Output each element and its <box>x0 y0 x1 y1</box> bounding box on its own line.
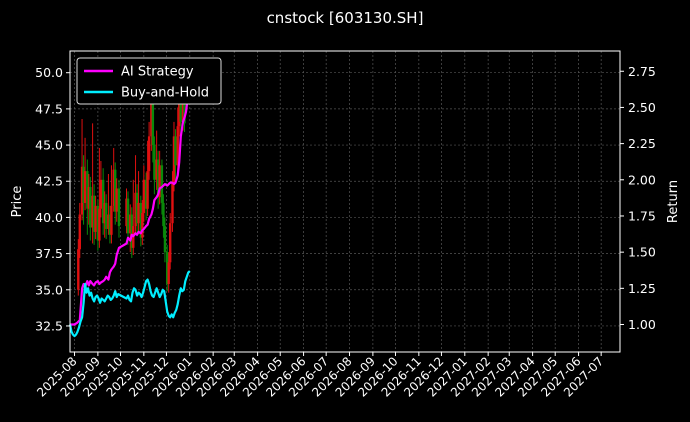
candle-body <box>126 198 130 234</box>
candle-body <box>151 97 155 146</box>
candle-body <box>163 226 167 253</box>
y-left-tick-label: 40.0 <box>35 210 63 225</box>
candle-body <box>174 136 177 166</box>
candle-body <box>155 159 158 180</box>
candle-body <box>92 195 96 232</box>
candle-body <box>153 145 156 180</box>
candle-body <box>99 179 103 209</box>
y-left-tick-label: 35.0 <box>35 282 63 297</box>
candle-body <box>103 202 106 224</box>
candle-body <box>110 205 113 235</box>
candle-body <box>144 179 148 209</box>
y-left-tick-label: 42.5 <box>35 174 63 189</box>
candle-body <box>135 192 139 224</box>
candle-body <box>181 97 185 122</box>
y-right-tick-label: 2.25 <box>628 136 656 151</box>
candle-body <box>107 214 110 229</box>
candle-body <box>156 159 160 198</box>
candle-body <box>172 136 176 183</box>
y-axis-right-label: Return <box>666 180 681 223</box>
candle-body <box>101 179 105 224</box>
candle-body <box>125 198 128 227</box>
candle-body <box>141 213 144 238</box>
candle-body <box>77 249 80 290</box>
candle-body <box>165 252 169 284</box>
candle-body <box>139 202 143 238</box>
candle-body <box>129 214 132 234</box>
candle-body <box>78 214 81 250</box>
candle-body <box>150 97 153 137</box>
y-axis-left-label: Price <box>10 186 25 218</box>
series-lines <box>68 100 191 338</box>
candle-body <box>98 208 101 241</box>
y-right-tick-label: 2.75 <box>628 64 656 79</box>
candle-body <box>137 202 140 224</box>
candle-body <box>89 187 92 228</box>
candle-body <box>83 171 87 203</box>
candle-body <box>80 166 84 215</box>
candle-body <box>114 169 117 212</box>
candle-body <box>96 205 100 241</box>
plot-frame <box>69 50 621 353</box>
y-right-tick-label: 2.00 <box>628 172 656 187</box>
candle-body <box>162 202 165 227</box>
candle-body <box>130 214 133 248</box>
y-axis-left: 32.5 35.0 37.5 40.0 42.5 45.0 47.5 50.0 <box>35 65 70 333</box>
legend: AI Strategy Buy-and-Hold <box>76 57 222 105</box>
y-right-tick-label: 1.00 <box>628 317 656 332</box>
y-left-tick-label: 37.5 <box>35 246 63 261</box>
y-axis-right: 1.00 1.25 1.50 1.75 2.00 2.25 2.50 2.75 <box>620 64 656 332</box>
candle-body <box>115 188 118 212</box>
candle-body <box>117 188 121 227</box>
candle-body <box>94 205 97 232</box>
y-right-tick-label: 1.25 <box>628 281 656 296</box>
candle-body <box>167 262 170 284</box>
y-left-tick-label: 50.0 <box>35 65 63 80</box>
candle-body <box>146 171 149 209</box>
candle-body <box>91 195 94 228</box>
candle-body <box>104 202 108 229</box>
y-right-tick-label: 1.50 <box>628 245 656 260</box>
y-right-tick-label: 1.75 <box>628 208 656 223</box>
candle-body <box>82 166 85 203</box>
candle-body <box>183 97 186 124</box>
candle-body <box>87 187 91 209</box>
candle-body <box>142 179 146 214</box>
candle-body <box>178 90 181 127</box>
y-left-tick-label: 45.0 <box>35 138 63 153</box>
candle-body <box>108 214 112 235</box>
y-left-tick-label: 32.5 <box>35 318 63 333</box>
y-right-tick-label: 2.50 <box>628 100 656 115</box>
line-ai-strategy <box>70 100 189 326</box>
candle-body <box>112 169 115 206</box>
candle-body <box>147 136 151 172</box>
candle-body <box>171 182 174 224</box>
candle-body <box>176 126 179 166</box>
legend-label-ai-strategy: AI Strategy <box>121 65 194 80</box>
candle-body <box>158 165 161 198</box>
candle-body <box>169 223 172 263</box>
candles <box>77 75 186 296</box>
legend-label-buy-and-hold: Buy-and-Hold <box>121 86 209 101</box>
chart-title: cnstock [603130.SH] <box>267 9 424 27</box>
line-buy-and-hold <box>68 270 191 338</box>
candle-body <box>160 165 164 203</box>
candle-body <box>86 171 89 209</box>
candle-body <box>134 192 137 227</box>
y-left-tick-label: 47.5 <box>35 101 63 116</box>
candle-body <box>179 90 182 122</box>
